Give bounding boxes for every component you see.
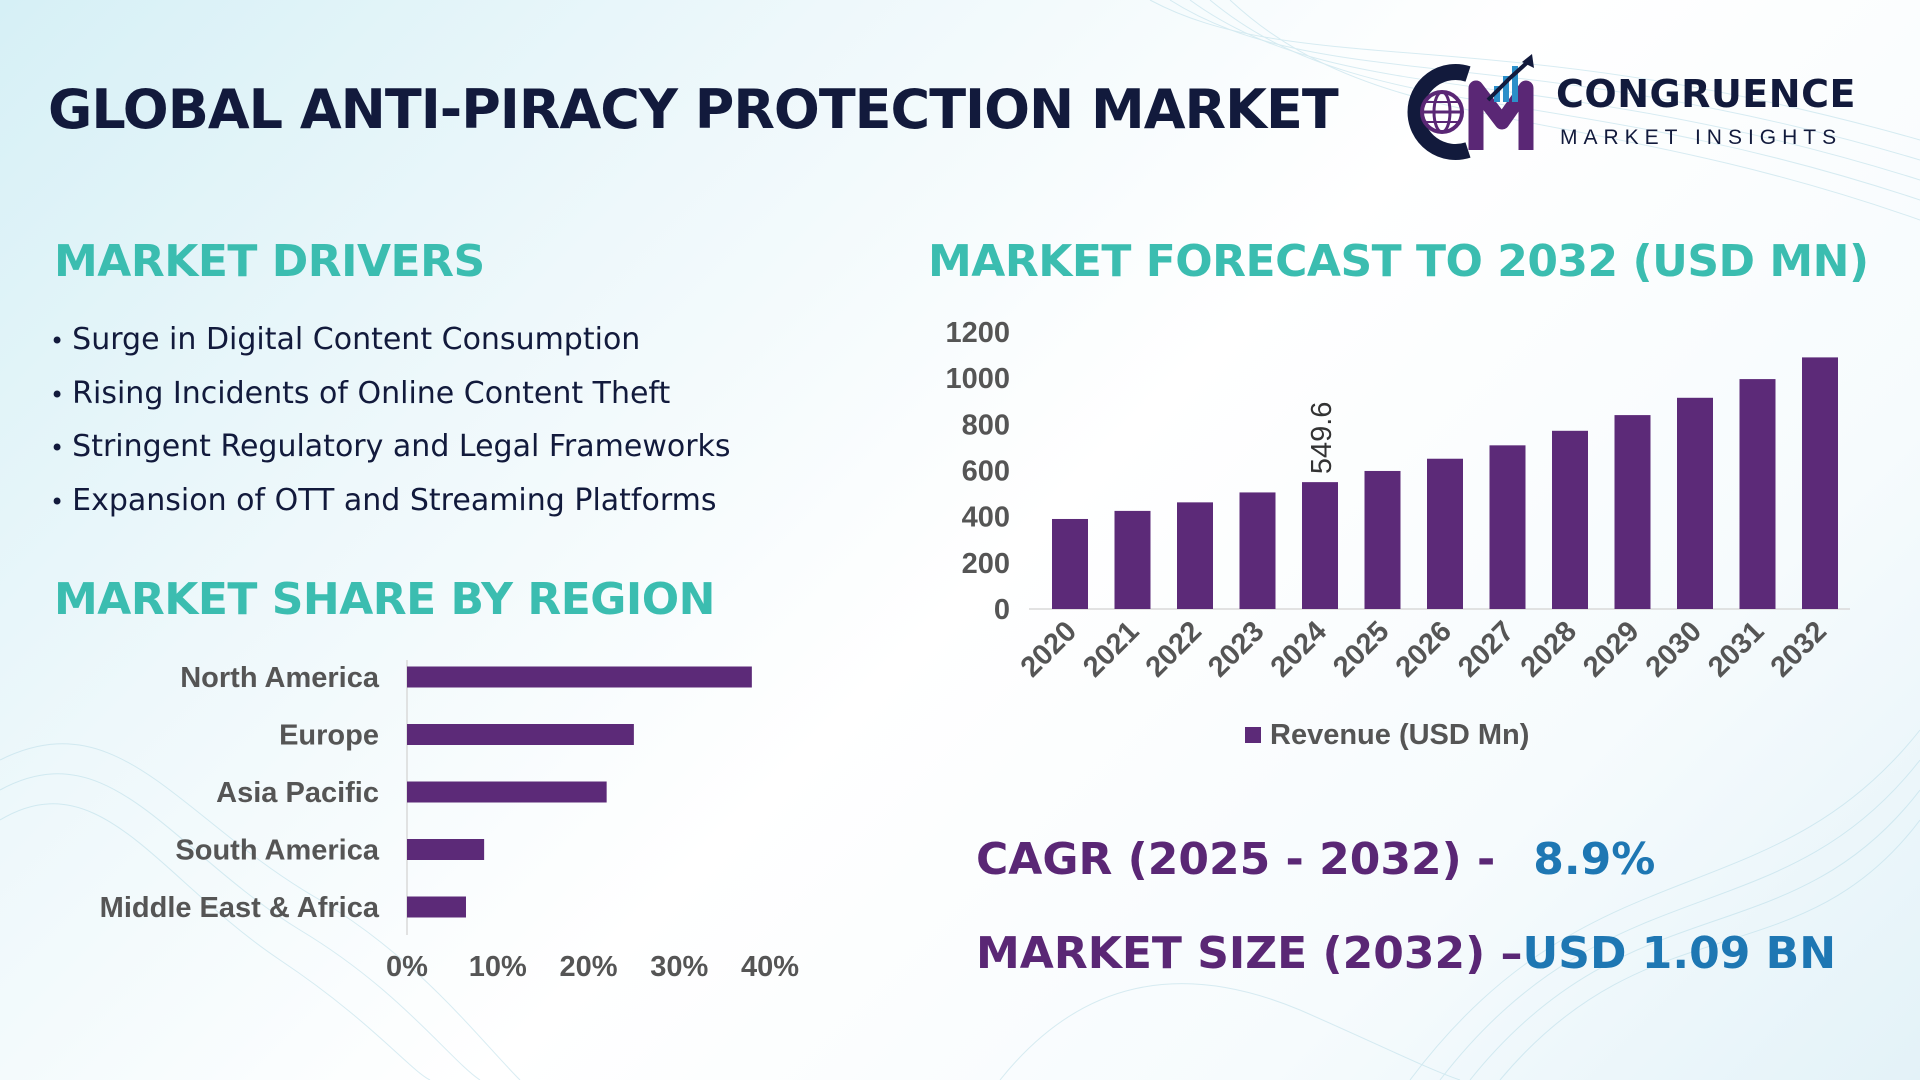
y-tick-label: 800 [962,409,1010,441]
region-bar [407,839,485,860]
category-label: Middle East & Africa [100,892,380,924]
list-item: • Rising Incidents of Online Content Thef… [50,376,731,430]
x-tick-label: 2032 [1765,615,1833,683]
x-tick-label: 2021 [1077,615,1145,683]
category-label: South America [175,835,379,867]
x-tick-label: 2020 [1015,615,1083,683]
revenue-bar [1677,397,1713,609]
bullet-icon: • [50,434,65,462]
region-bar [407,781,607,803]
x-tick-label: 2022 [1140,615,1208,683]
category-label: Europe [279,720,379,752]
driver-text: Stringent Regulatory and Legal Framework… [72,429,731,464]
market-size-value: USD 1.09 BN [1522,928,1837,979]
list-item: • Expansion of OTT and Streaming Platform… [50,483,731,537]
market-share-heading: MARKET SHARE BY REGION [54,574,716,625]
logo-tagline: MARKET INSIGHTS [1560,126,1843,149]
revenue-bar [1302,482,1338,609]
x-tick-label: 10% [469,951,527,983]
market-drivers-list: • Surge in Digital Content Consumption • R… [50,322,731,536]
revenue-bar [1802,357,1838,609]
revenue-bar [1114,510,1151,609]
x-tick-label: 30% [650,951,708,983]
revenue-bar [1489,445,1526,609]
legend-swatch [1245,727,1261,743]
x-tick-label: 2023 [1202,615,1270,683]
data-label: 549.6 [1306,402,1338,475]
y-tick-label: 600 [962,456,1010,488]
cagr-label: CAGR (2025 - 2032) - [976,834,1496,885]
driver-text: Surge in Digital Content Consumption [72,322,641,357]
revenue-bar [1239,492,1276,609]
driver-text: Rising Incidents of Online Content Theft [72,375,671,411]
x-tick-label: 2027 [1452,615,1520,683]
logo-wordmark: CONGRUENCE [1556,72,1856,116]
x-tick-label: 2029 [1577,615,1645,683]
region-bar [407,896,466,918]
revenue-forecast-bar-chart: 0200400600800100012002020202120222023202… [945,317,1850,751]
list-item: • Stringent Regulatory and Legal Framewor… [50,429,731,483]
y-tick-label: 1000 [945,363,1010,395]
category-label: Asia Pacific [216,777,379,809]
region-bar [407,666,752,688]
legend-label: Revenue (USD Mn) [1270,719,1529,751]
x-tick-label: 2030 [1640,615,1708,683]
x-tick-label: 2025 [1327,615,1395,683]
x-tick-label: 2028 [1515,615,1583,683]
cagr-value: 8.9% [1533,834,1656,885]
region-bar [407,724,634,745]
globe-bars-cm-logo-icon [1407,54,1534,160]
market-forecast-heading: MARKET FORECAST TO 2032 (USD MN) [928,236,1869,287]
y-tick-label: 1200 [945,317,1010,349]
y-tick-label: 0 [994,594,1010,626]
market-drivers-heading: MARKET DRIVERS [54,236,485,287]
market-size-stat: MARKET SIZE (2032) –USD 1.09 BN [976,928,1836,979]
x-tick-label: 0% [386,951,428,983]
y-tick-label: 400 [962,502,1010,534]
bullet-icon: • [50,327,65,355]
category-label: North America [180,662,380,694]
cagr-stat: CAGR (2025 - 2032) - 8.9% [976,834,1655,885]
x-tick-label: 2031 [1702,615,1770,683]
revenue-bar [1364,470,1401,609]
revenue-bar [1177,502,1213,609]
company-logo: CONGRUENCE MARKET INSIGHTS [1398,52,1898,162]
market-size-label: MARKET SIZE (2032) – [976,928,1523,979]
region-share-bar-chart: North America Europe Asia Pacific South Ame… [100,660,799,983]
x-tick-label: 2024 [1265,615,1333,683]
y-tick-label: 200 [962,548,1010,580]
x-tick-label: 2026 [1390,615,1458,683]
revenue-bar [1614,415,1651,609]
list-item: • Surge in Digital Content Consumption [50,322,731,376]
page-title: GLOBAL ANTI-PIRACY PROTECTION MARKET [48,78,1339,141]
driver-text: Expansion of OTT and Streaming Platforms [72,482,717,518]
x-tick-label: 20% [559,951,617,983]
revenue-bar [1427,458,1463,609]
revenue-bar [1739,379,1776,609]
revenue-bar [1552,430,1588,609]
bullet-icon: • [50,380,65,409]
x-tick-label: 40% [741,951,799,983]
revenue-bar [1052,518,1088,609]
bullet-icon: • [50,487,65,516]
